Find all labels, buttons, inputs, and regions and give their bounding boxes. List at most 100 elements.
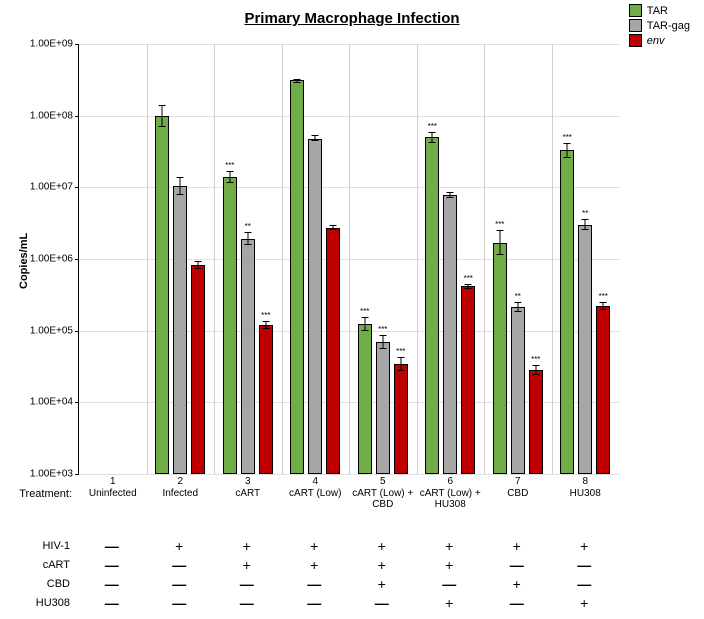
matrix-cell: — xyxy=(213,576,281,592)
bar xyxy=(376,342,390,474)
error-bar xyxy=(432,132,433,143)
legend-swatch xyxy=(629,19,642,32)
error-bar xyxy=(333,225,334,230)
matrix-cell: + xyxy=(348,538,416,554)
error-bar xyxy=(162,105,163,127)
matrix-cell: + xyxy=(551,595,619,611)
significance-marker: *** xyxy=(495,220,504,229)
legend-label: TAR xyxy=(647,5,668,17)
error-bar xyxy=(535,365,536,375)
matrix-cell: — xyxy=(78,557,146,573)
error-bar xyxy=(450,192,451,198)
matrix-cell: — xyxy=(146,595,214,611)
matrix-cell: — xyxy=(78,595,146,611)
matrix-cell: + xyxy=(348,557,416,573)
matrix-cell: + xyxy=(483,576,551,592)
error-bar xyxy=(180,177,181,195)
bar xyxy=(578,225,592,474)
bar-group: 4cART (Low) xyxy=(282,44,351,474)
matrix-row-label: CBD xyxy=(47,578,70,590)
significance-marker: *** xyxy=(599,292,608,301)
treatment-label: Treatment: xyxy=(0,488,72,500)
bar-group: ******6cART (Low) + HU308 xyxy=(417,44,486,474)
bar xyxy=(191,265,205,474)
matrix-cell: — xyxy=(78,538,146,554)
y-tick-label: 1.00E+06 xyxy=(30,254,73,265)
x-group-label: cART (Low) xyxy=(282,488,350,499)
legend-item: TAR-gag xyxy=(629,19,690,32)
error-bar xyxy=(297,79,298,83)
bar xyxy=(155,116,169,474)
matrix-row-label: cART xyxy=(43,559,70,571)
legend-label: env xyxy=(647,35,665,47)
error-bar xyxy=(517,302,518,311)
x-group-number: 8 xyxy=(552,476,620,487)
bar xyxy=(529,370,543,474)
bar-group: ********8HU308 xyxy=(552,44,620,474)
matrix-cell: — xyxy=(483,557,551,573)
x-group-label: cART (Low) + HU308 xyxy=(417,488,485,510)
bar-group: ********7CBD xyxy=(484,44,553,474)
legend: TAR TAR-gag env xyxy=(629,4,690,49)
y-tick-label: 1.00E+04 xyxy=(30,397,73,408)
matrix-cell: — xyxy=(281,595,349,611)
bar xyxy=(461,286,475,474)
significance-marker: ** xyxy=(515,292,521,301)
x-group-number: 6 xyxy=(417,476,485,487)
bar xyxy=(443,195,457,474)
bar xyxy=(425,137,439,474)
bar xyxy=(241,239,255,474)
significance-marker: ** xyxy=(582,209,588,218)
y-tick-label: 1.00E+05 xyxy=(30,325,73,336)
error-bar xyxy=(382,335,383,348)
significance-marker: *** xyxy=(261,311,270,320)
error-bar xyxy=(400,357,401,371)
bar xyxy=(511,307,525,474)
x-group-label: Uninfected xyxy=(79,488,147,499)
error-bar xyxy=(247,232,248,245)
x-group-label: CBD xyxy=(484,488,552,499)
error-bar xyxy=(229,171,230,183)
bar xyxy=(394,364,408,474)
legend-item: TAR xyxy=(629,4,690,17)
matrix-cell: — xyxy=(483,595,551,611)
matrix-cell: + xyxy=(416,595,484,611)
x-group-number: 5 xyxy=(349,476,417,487)
y-tick-label: 1.00E+03 xyxy=(30,469,73,480)
matrix-cell: + xyxy=(416,538,484,554)
bar xyxy=(596,306,610,474)
matrix-cell: — xyxy=(348,595,416,611)
bar xyxy=(358,324,372,474)
error-bar xyxy=(499,230,500,254)
significance-marker: *** xyxy=(531,355,540,364)
x-group-label: cART xyxy=(214,488,282,499)
legend-label: TAR-gag xyxy=(647,20,690,32)
matrix-cell: + xyxy=(348,576,416,592)
legend-item: env xyxy=(629,34,690,47)
bar-group: ********3cART xyxy=(214,44,283,474)
y-tick-label: 1.00E+09 xyxy=(30,39,73,50)
condition-matrix: HIV-1—+++++++cART——++++——CBD————+—+—HU30… xyxy=(78,540,618,616)
significance-marker: *** xyxy=(396,347,405,356)
bar xyxy=(290,80,304,474)
x-group-label: Infected xyxy=(147,488,215,499)
matrix-cell: — xyxy=(416,576,484,592)
matrix-cell: — xyxy=(78,576,146,592)
error-bar xyxy=(198,261,199,270)
x-group-number: 4 xyxy=(282,476,350,487)
significance-marker: *** xyxy=(563,133,572,142)
error-bar xyxy=(567,143,568,158)
matrix-cell: + xyxy=(483,538,551,554)
matrix-cell: + xyxy=(416,557,484,573)
x-group-number: 3 xyxy=(214,476,282,487)
matrix-cell: + xyxy=(213,538,281,554)
error-bar xyxy=(585,219,586,230)
x-group-number: 1 xyxy=(79,476,147,487)
error-bar xyxy=(265,321,266,329)
gridline xyxy=(75,474,619,475)
x-group-label: HU308 xyxy=(552,488,620,499)
error-bar xyxy=(468,284,469,290)
matrix-cell: — xyxy=(213,595,281,611)
matrix-cell: + xyxy=(281,538,349,554)
bar xyxy=(173,186,187,474)
